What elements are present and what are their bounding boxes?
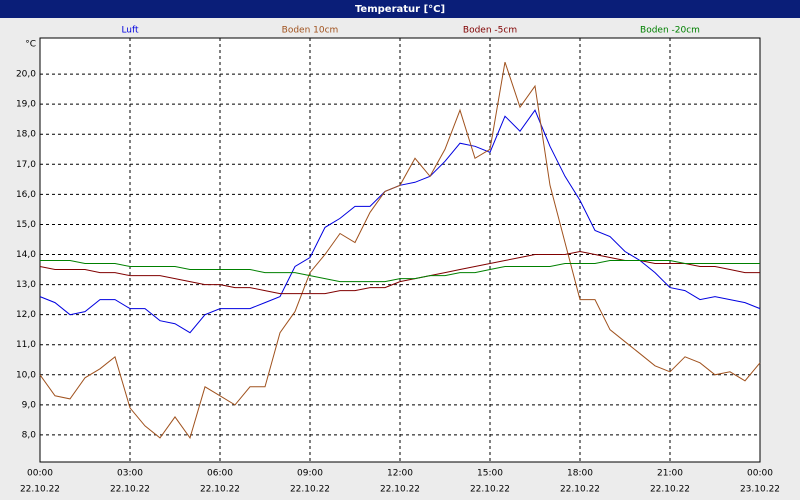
x-tick-date: 22.10.22 (470, 485, 510, 495)
y-tick-label: 18,0 (16, 130, 36, 140)
y-tick-label: 10,0 (16, 370, 36, 380)
x-tick-label: 00:00 (747, 469, 773, 479)
y-tick-label: 11,0 (16, 340, 36, 350)
x-tick-date: 22.10.22 (650, 485, 690, 495)
y-tick-label: 16,0 (16, 190, 36, 200)
x-tick-date: 22.10.22 (560, 485, 600, 495)
x-tick-label: 06:00 (207, 469, 233, 479)
x-tick-label: 09:00 (297, 469, 323, 479)
x-tick-date: 23.10.22 (740, 485, 780, 495)
x-tick-label: 00:00 (27, 469, 53, 479)
y-tick-label: 15,0 (16, 220, 36, 230)
x-tick-label: 12:00 (387, 469, 413, 479)
y-tick-label: 17,0 (16, 160, 36, 170)
legend-entry: Boden -5cm (463, 26, 517, 36)
title-bar (0, 0, 800, 18)
y-tick-label: 12,0 (16, 310, 36, 320)
x-tick-date: 22.10.22 (290, 485, 330, 495)
y-tick-label: 19,0 (16, 100, 36, 110)
x-tick-label: 21:00 (657, 469, 683, 479)
y-unit: °C (25, 40, 36, 50)
y-tick-label: 20,0 (16, 70, 36, 80)
y-tick-label: 9,0 (22, 400, 37, 410)
x-tick-date: 22.10.22 (20, 485, 60, 495)
y-tick-label: 8,0 (22, 430, 37, 440)
legend-entry: Boden 10cm (282, 26, 339, 36)
legend-entry: Luft (121, 26, 139, 36)
x-tick-label: 03:00 (117, 469, 143, 479)
x-tick-date: 22.10.22 (380, 485, 420, 495)
line-series (40, 260, 760, 283)
legend-entry: Boden -20cm (640, 26, 700, 36)
x-tick-date: 22.10.22 (200, 485, 240, 495)
y-tick-label: 13,0 (16, 280, 36, 290)
line-series (39, 61, 761, 440)
y-tick-label: 14,0 (16, 250, 36, 260)
x-tick-label: 18:00 (567, 469, 593, 479)
chart-title: Temperatur [°C] (355, 4, 445, 15)
x-tick-label: 15:00 (477, 469, 503, 479)
x-tick-date: 22.10.22 (110, 485, 150, 495)
